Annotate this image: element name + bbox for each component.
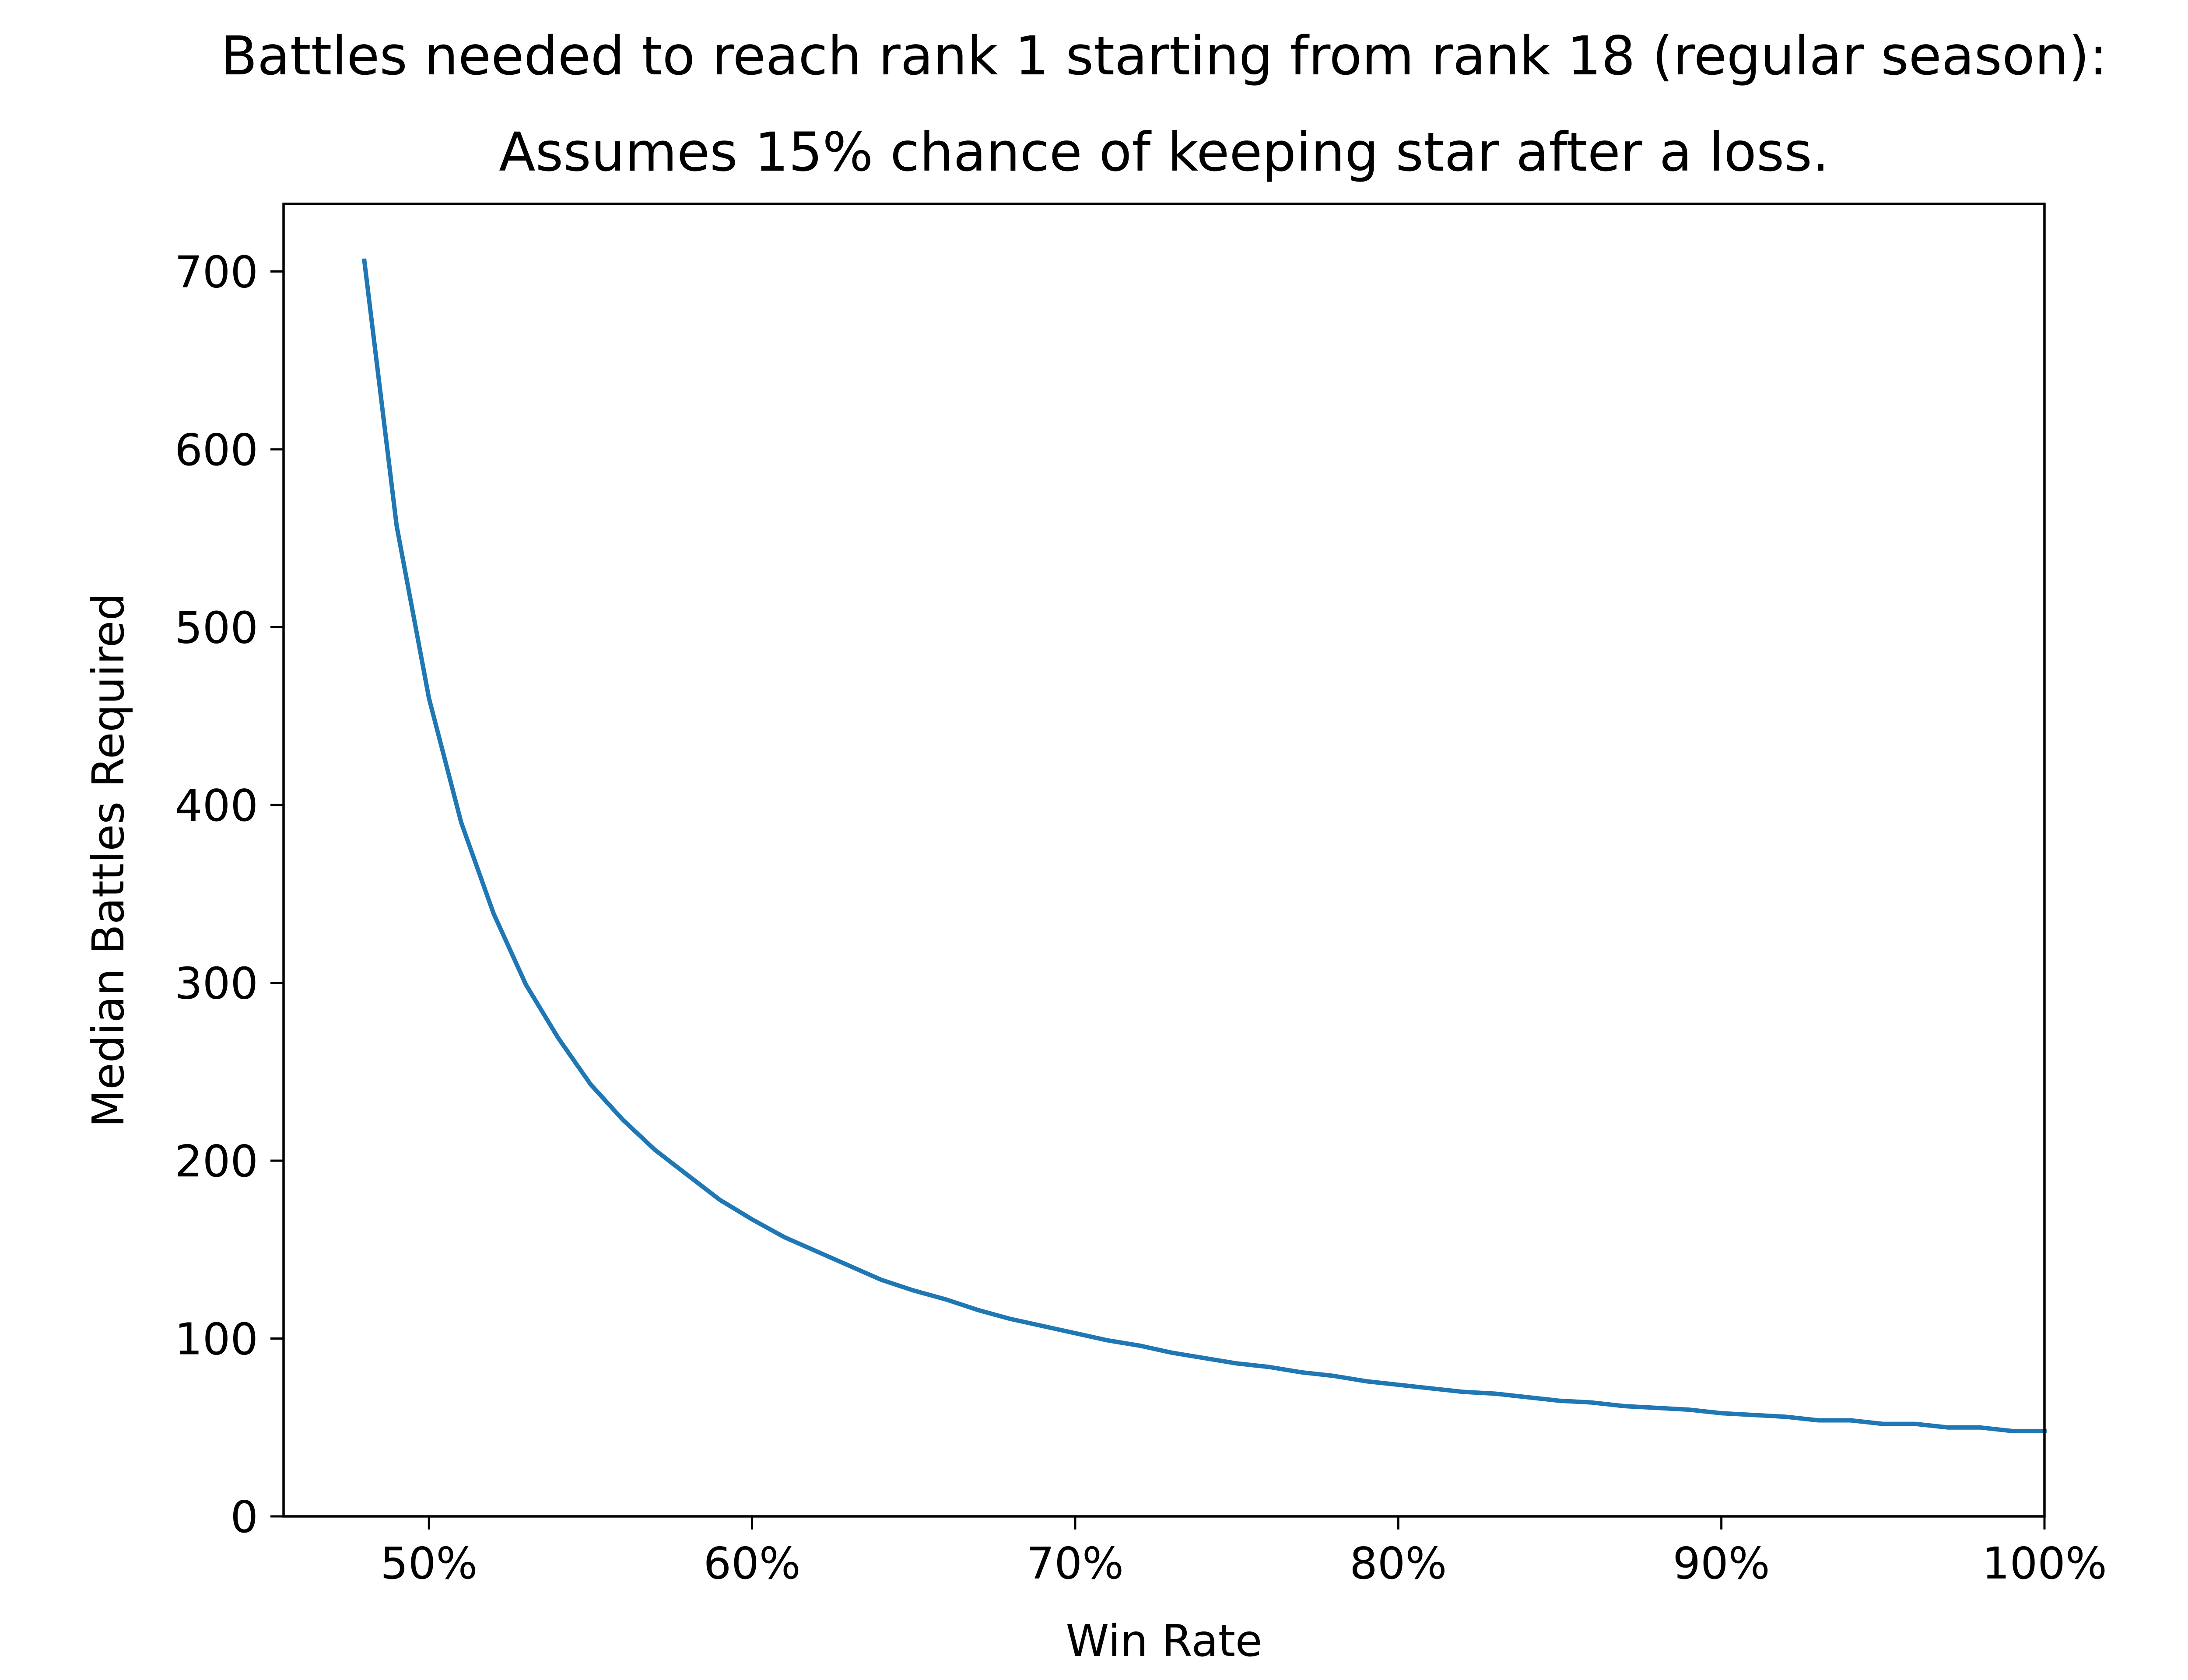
y-tick-label: 600 [175, 424, 258, 476]
y-tick-label: 300 [175, 958, 258, 1009]
x-tick-label: 70% [1027, 1538, 1124, 1589]
plot-area [284, 204, 2044, 1516]
x-tick-label: 50% [380, 1538, 477, 1589]
chart-title: Battles needed to reach rank 1 starting … [221, 25, 2107, 87]
x-tick-label: 60% [703, 1538, 800, 1589]
y-tick-label: 400 [175, 780, 258, 831]
x-tick-label: 90% [1673, 1538, 1770, 1589]
chart-subtitle: Assumes 15% chance of keeping star after… [499, 121, 1829, 183]
y-axis: 0 100 200 300 400 500 600 700 [175, 246, 284, 1543]
series-line [362, 258, 2047, 1433]
x-axis: 50% 60% 70% 80% 90% 100% [380, 1516, 2107, 1589]
y-tick-label: 700 [175, 246, 258, 298]
y-tick-label: 100 [175, 1313, 258, 1365]
y-tick-label: 500 [175, 602, 258, 653]
x-tick-label: 80% [1350, 1538, 1447, 1589]
y-axis-label: Median Battles Required [83, 593, 134, 1127]
x-axis-label: Win Rate [1066, 1615, 1262, 1666]
plot-frame [282, 203, 2046, 1518]
x-tick-label: 100% [1982, 1538, 2107, 1589]
y-tick-label: 0 [230, 1491, 258, 1543]
y-tick-label: 200 [175, 1136, 258, 1187]
